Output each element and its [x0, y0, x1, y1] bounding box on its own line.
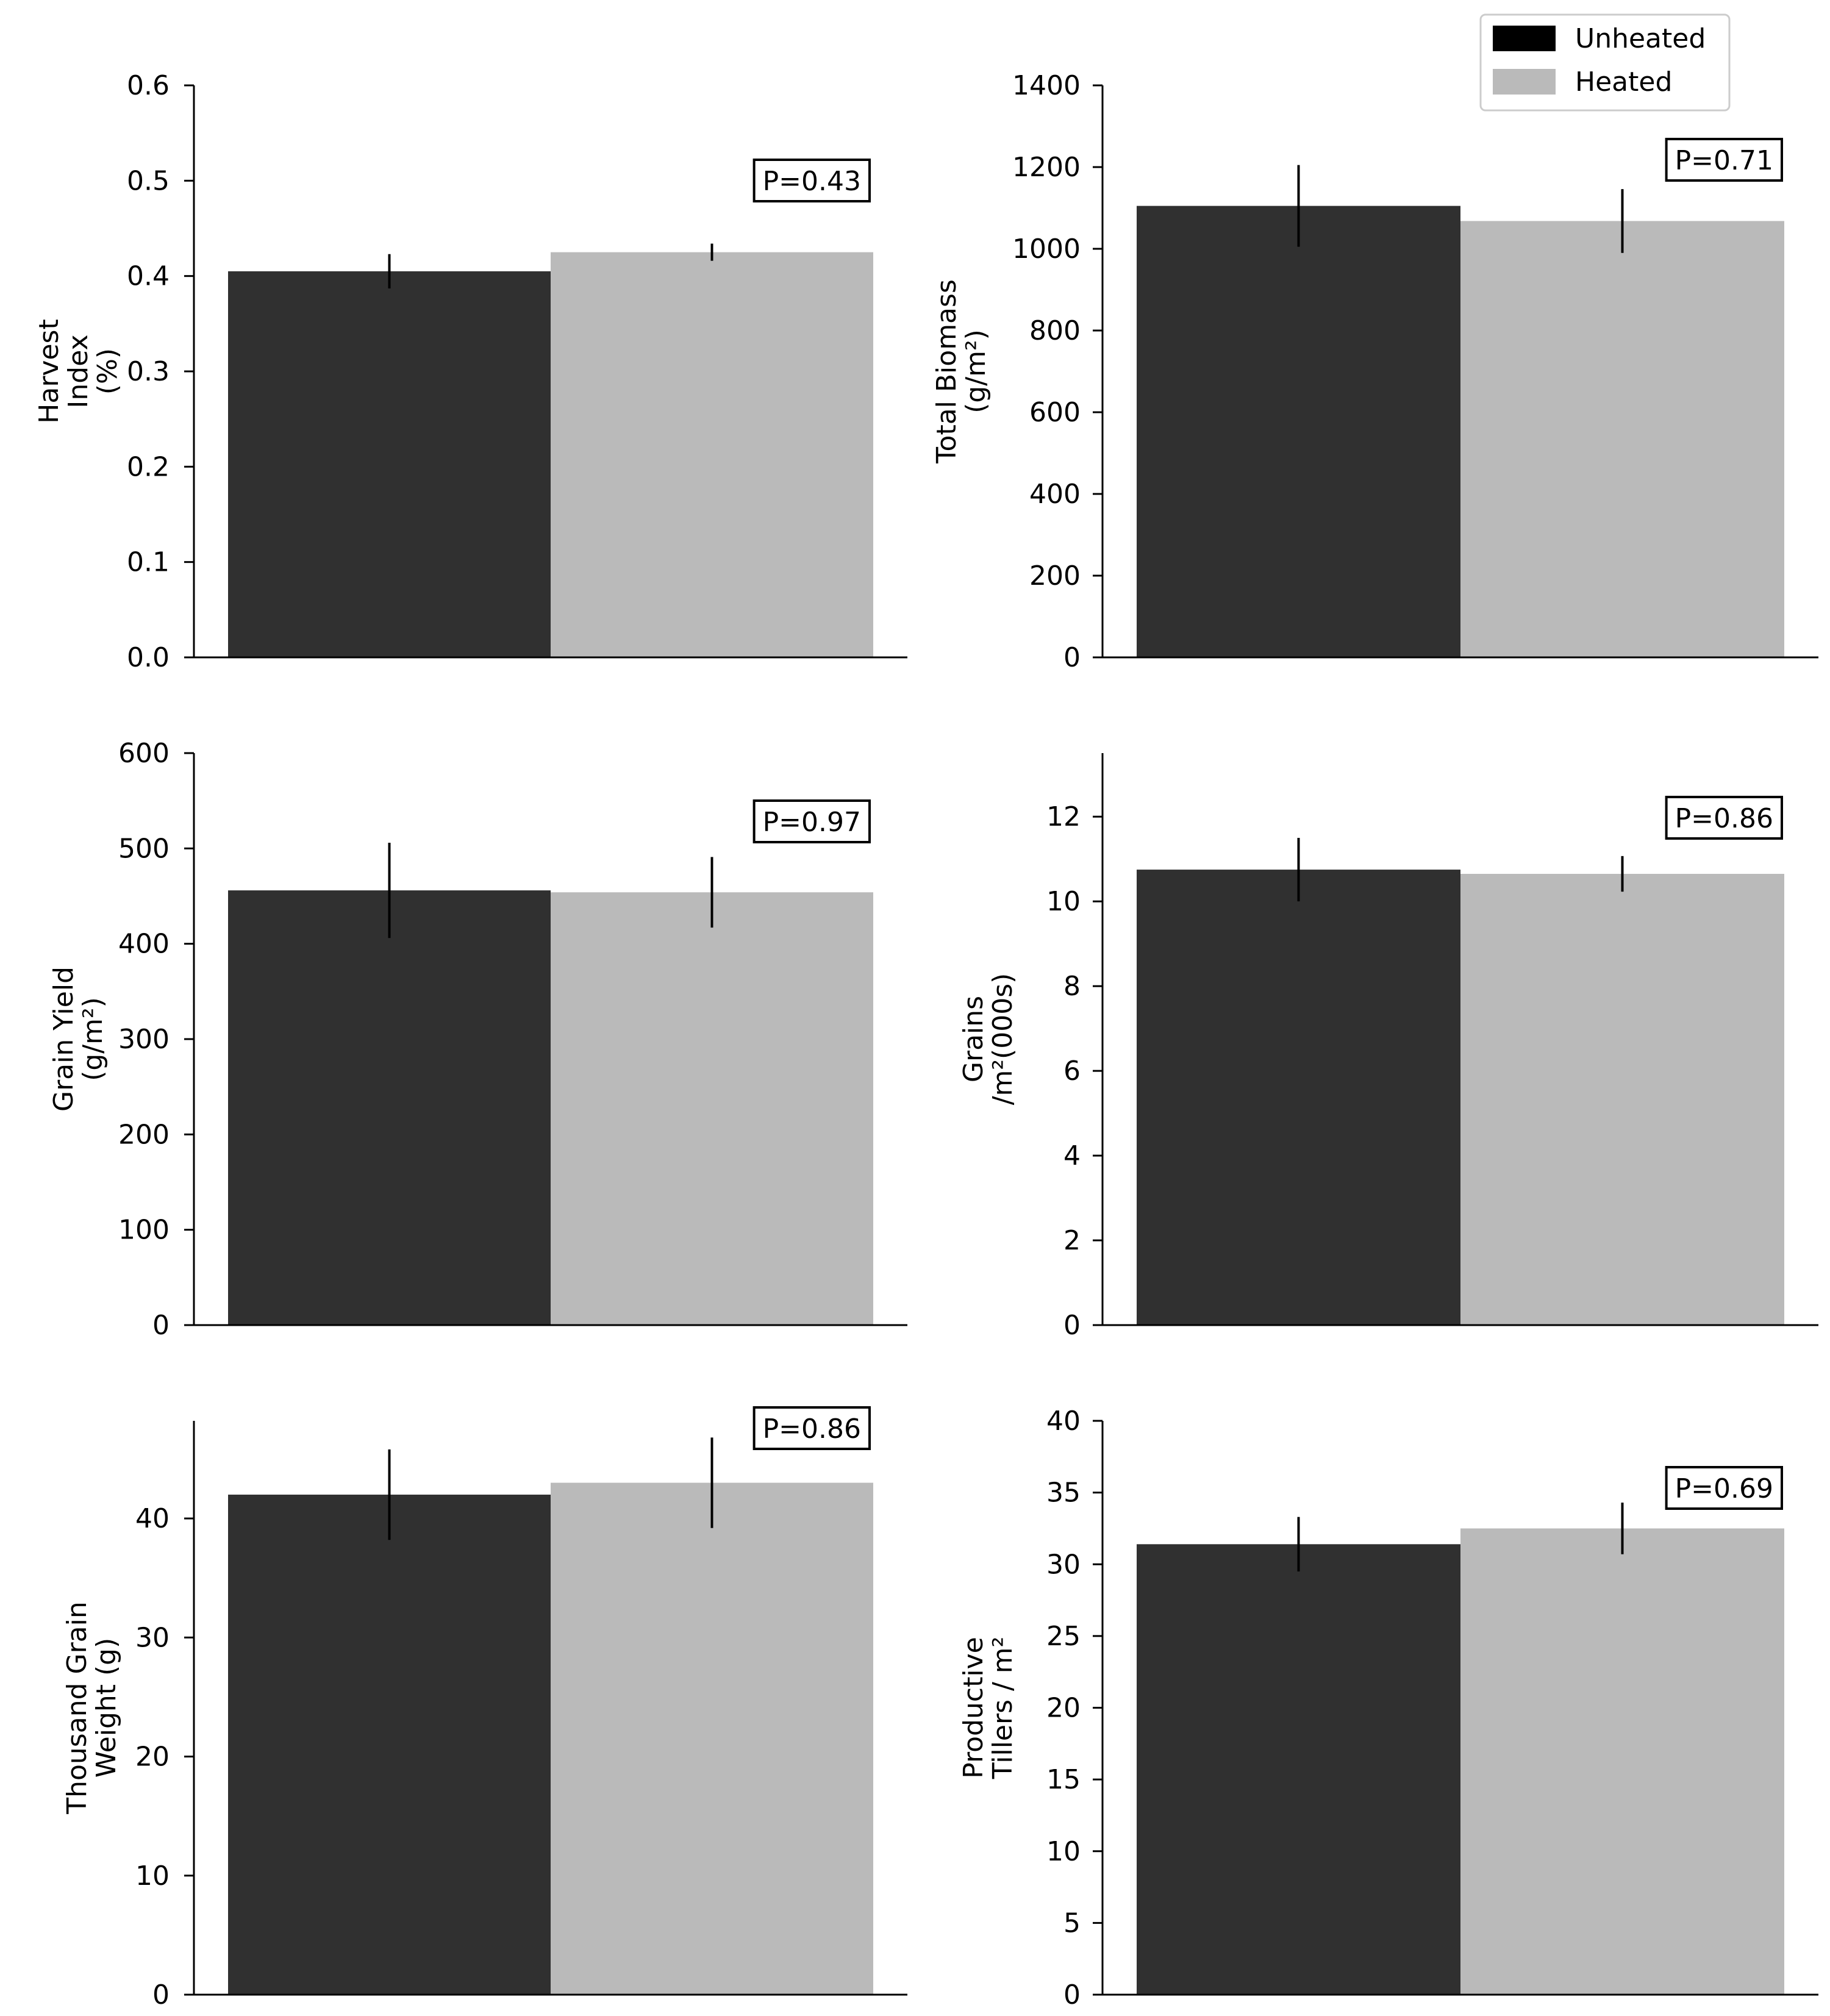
legend-swatch-heated	[1493, 69, 1556, 95]
legend-label-heated: Heated	[1575, 66, 1672, 98]
bar-heated	[1460, 874, 1784, 1325]
p-value-label: P=0.86	[763, 1414, 861, 1445]
y-axis-label-line: Grain Yield	[48, 967, 79, 1112]
p-value-box	[1665, 138, 1783, 182]
y-tick-label: 0.6	[127, 70, 170, 101]
y-tick-label: 600	[118, 738, 170, 769]
y-axis-label-line: Tillers / m²	[987, 1637, 1018, 1780]
bar-heated	[1460, 1528, 1784, 1995]
y-tick-label: 20	[1046, 1693, 1081, 1724]
bar-unheated	[1137, 870, 1460, 1325]
y-tick-label: 0.1	[127, 547, 170, 578]
y-tick-label: 100	[118, 1215, 170, 1246]
y-tick-label: 0	[1063, 1310, 1081, 1341]
p-value-label: P=0.69	[1675, 1473, 1773, 1504]
y-tick-label: 20	[135, 1742, 170, 1773]
bar-unheated	[228, 271, 551, 658]
plots: 0.0 0.1 0.2 0.3 0.4 0.5 0.6 HarvestIndex(%) P=0.…	[34, 70, 1818, 2011]
y-tick-label: 30	[1046, 1549, 1081, 1580]
y-axis-label-line: Harvest	[34, 319, 65, 423]
y-axis-label-line: (g/m²)	[960, 329, 992, 413]
y-tick-label: 10	[1046, 886, 1081, 917]
y-tick-label: 35	[1046, 1478, 1081, 1509]
y-axis-label-line: Index	[63, 334, 94, 408]
bar-heated	[551, 252, 873, 657]
chart-panel-2: 0 200 400 600 800 1000 1200 1400 Total Biomass(g…	[931, 70, 1818, 673]
p-value-label: P=0.71	[1675, 145, 1773, 176]
y-tick-label: 0.3	[127, 356, 170, 387]
y-tick-label: 40	[1046, 1406, 1081, 1437]
legend: Unheated Heated	[1479, 13, 1731, 112]
y-tick-label: 12	[1046, 801, 1081, 832]
p-value-box	[752, 159, 871, 202]
p-value-box	[1665, 1466, 1783, 1510]
p-value-box	[752, 799, 871, 843]
y-tick-label: 0	[152, 1979, 170, 2011]
y-axis-label-line: Total Biomass	[931, 279, 962, 464]
legend-label-unheated: Unheated	[1575, 23, 1706, 54]
y-tick-label: 6	[1063, 1056, 1081, 1087]
y-tick-label: 30	[135, 1622, 170, 1653]
y-axis-label-line: (g/m²)	[77, 997, 109, 1081]
bar-heated	[1460, 221, 1784, 657]
y-axis-label: HarvestIndex(%)	[34, 319, 123, 423]
y-tick-label: 800	[1029, 315, 1081, 346]
y-tick-label: 1000	[1012, 234, 1081, 265]
bar-unheated	[1137, 1544, 1460, 1995]
bar-unheated	[228, 890, 551, 1325]
y-tick-label: 300	[118, 1024, 170, 1055]
y-axis-label: Total Biomass(g/m²)	[931, 279, 992, 464]
bar-heated	[551, 1482, 873, 1995]
y-tick-label: 0.5	[127, 165, 170, 196]
y-axis-label: Grain Yield(g/m²)	[48, 967, 109, 1112]
p-value-label: P=0.97	[763, 807, 861, 838]
y-tick-label: 500	[118, 833, 170, 864]
y-tick-label: 200	[1029, 560, 1081, 592]
p-value-label: P=0.43	[763, 166, 861, 197]
y-tick-label: 1400	[1012, 70, 1081, 101]
bar-unheated	[228, 1495, 551, 1995]
y-tick-label: 0.2	[127, 451, 170, 482]
y-tick-label: 0.4	[127, 261, 170, 292]
legend-swatch-unheated	[1493, 26, 1556, 51]
y-axis-label-line: (%)	[92, 348, 123, 395]
y-tick-label: 0	[1063, 1979, 1081, 2011]
y-tick-label: 400	[118, 929, 170, 960]
y-tick-label: 600	[1029, 397, 1081, 428]
y-tick-label: 10	[1046, 1836, 1081, 1867]
p-value-label: P=0.86	[1675, 803, 1773, 834]
y-axis-label-line: /m²(000s)	[987, 973, 1018, 1106]
y-tick-label: 10	[135, 1861, 170, 1892]
y-tick-label: 40	[135, 1503, 170, 1534]
y-axis-label: ProductiveTillers / m²	[958, 1637, 1018, 1780]
p-value-box	[1665, 796, 1783, 840]
y-tick-label: 2	[1063, 1225, 1081, 1256]
y-tick-label: 0	[152, 1310, 170, 1341]
chart-panel-3: 0 100 200 300 400 500 600 Grain Yield(g/m²) P=0.…	[48, 738, 907, 1341]
y-axis-label: Thousand GrainWeight (g)	[62, 1601, 122, 1815]
p-value-box	[752, 1406, 871, 1450]
chart-panel-4: 0 2 4 6 8 10 12 Grains/m²(000s) P=0.86	[958, 753, 1818, 1341]
chart-panel-1: 0.0 0.1 0.2 0.3 0.4 0.5 0.6 HarvestIndex(%) P=0.…	[34, 70, 907, 673]
y-axis-label-line: Weight (g)	[91, 1638, 122, 1778]
chart-panel-6: 0 5 10 15 20 25 30 35 40 ProductiveTillers / m² P=…	[958, 1406, 1818, 2011]
y-tick-label: 25	[1046, 1621, 1081, 1652]
y-tick-label: 0.0	[127, 642, 170, 673]
chart-panel-5: 0 10 20 30 40 Thousand GrainWeight (g) P=0.86	[62, 1406, 907, 2011]
y-tick-label: 15	[1046, 1764, 1081, 1795]
y-tick-label: 1200	[1012, 152, 1081, 183]
y-tick-label: 400	[1029, 479, 1081, 510]
y-tick-label: 4	[1063, 1140, 1081, 1171]
bar-heated	[551, 892, 873, 1325]
bar-unheated	[1137, 206, 1460, 657]
y-tick-label: 8	[1063, 971, 1081, 1002]
y-tick-label: 5	[1063, 1907, 1081, 1939]
y-axis-label: Grains/m²(000s)	[958, 973, 1018, 1106]
y-tick-label: 0	[1063, 642, 1081, 673]
y-axis-label-line: Thousand Grain	[62, 1601, 93, 1815]
y-axis-label-line: Productive	[958, 1637, 989, 1778]
y-axis-label-line: Grains	[958, 996, 989, 1082]
y-tick-label: 200	[118, 1119, 170, 1150]
